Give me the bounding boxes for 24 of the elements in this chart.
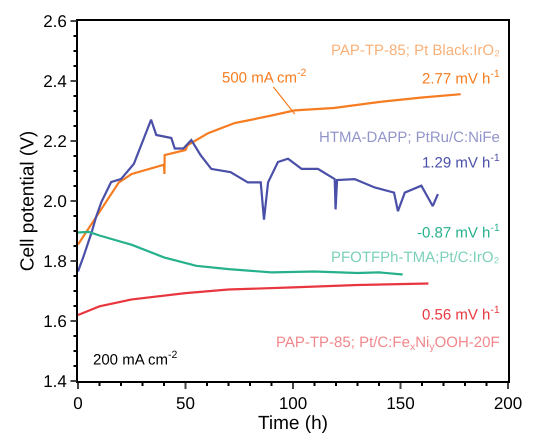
- series-label: HTMA-DAPP; PtRu/C:NiFe: [319, 129, 500, 146]
- annotation: 1.29 mV h$^{-1}$: [422, 152, 500, 172]
- x-tick-label: 200: [494, 394, 522, 414]
- y-tick-label: 2.2: [43, 132, 67, 151]
- x-tick-label: 150: [386, 394, 415, 414]
- y-tick-label: 2.6: [43, 12, 67, 31]
- x-tick-label: 50: [176, 394, 195, 414]
- x-tick-label: 0: [73, 394, 83, 414]
- y-tick-label: 1.8: [43, 252, 67, 271]
- annotation: 500 mA cm$^{-2}$: [222, 67, 307, 86]
- text: PAP-TP-85; Pt Black:IrO₂: [331, 42, 500, 59]
- annotation: 200 mA cm$^{-2}$: [93, 349, 178, 368]
- x-tick-label: 100: [278, 394, 308, 414]
- annotation: 2.77 mV h$^{-1}$: [422, 68, 500, 88]
- y-tick-label: 2.0: [43, 192, 67, 211]
- series-label: PFOTFPh-TMA;Pt/C:IrO₂: [331, 249, 500, 266]
- annotation: -0.87 mV h$^{-1}$: [417, 222, 500, 242]
- y-tick-label: 1.6: [43, 312, 67, 331]
- y-tick-label: 1.4: [43, 372, 67, 391]
- y-tick-label: 2.4: [43, 72, 67, 91]
- y-axis-title: Cell potential (V): [18, 130, 39, 272]
- annotation: 0.56 mV h$^{-1}$: [422, 304, 500, 324]
- x-axis-title: Time (h): [258, 413, 328, 434]
- text: PAP-TP-85; Pt/C:Fe$_{x}$Ni$_{y}$OOH-20F: [276, 334, 500, 354]
